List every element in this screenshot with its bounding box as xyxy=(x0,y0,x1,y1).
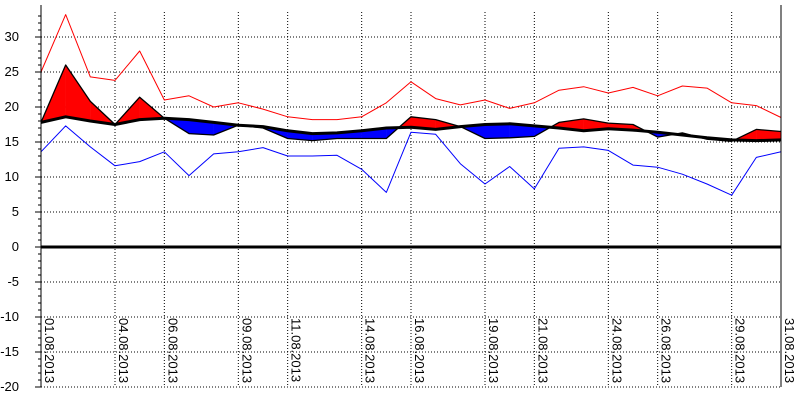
min-temperature-line xyxy=(40,125,782,196)
y-tick-labels: 30 25 20 15 10 5 0 -5 -10 -15 -20 xyxy=(0,29,19,394)
y-tick-label: -15 xyxy=(0,344,19,359)
y-tick-label: -20 xyxy=(0,379,19,394)
max-temperature-line xyxy=(40,14,782,121)
y-tick-label: 15 xyxy=(5,134,19,149)
y-tick-label: 10 xyxy=(5,169,19,184)
y-tick-label: 0 xyxy=(12,239,19,254)
axes xyxy=(35,5,782,388)
y-tick-label: -5 xyxy=(7,274,19,289)
x-tick-label: 16.08.2013 xyxy=(412,318,427,383)
x-tick-label: 04.08.2013 xyxy=(116,318,131,383)
series-lines xyxy=(40,14,782,196)
y-tick-label: 20 xyxy=(5,99,19,114)
x-tick-label: 14.08.2013 xyxy=(363,318,378,383)
x-tick-label: 01.08.2013 xyxy=(42,318,57,383)
actual-temperature-line xyxy=(40,64,782,142)
x-tick-label: 11.08.2013 xyxy=(289,318,304,382)
y-tick-label: -10 xyxy=(0,309,19,324)
y-tick-label: 30 xyxy=(5,29,19,44)
x-tick-label: 29.08.2013 xyxy=(733,318,748,383)
x-tick-label: 31.08.2013 xyxy=(782,318,797,383)
y-tick-label: 25 xyxy=(5,64,19,79)
anomaly-segment xyxy=(484,123,510,139)
grid-lines xyxy=(40,12,782,388)
y-tick-label: 5 xyxy=(12,204,19,219)
x-tick-label: 21.08.2013 xyxy=(535,318,550,383)
x-tick-label: 09.08.2013 xyxy=(239,318,254,383)
x-tick-label: 24.08.2013 xyxy=(609,318,624,383)
x-tick-labels: 01.08.2013 04.08.2013 06.08.2013 09.08.2013… xyxy=(42,318,797,383)
x-tick-label: 19.08.2013 xyxy=(486,318,501,383)
x-tick-label: 06.08.2013 xyxy=(165,318,180,383)
x-tick-label: 26.08.2013 xyxy=(659,318,674,383)
